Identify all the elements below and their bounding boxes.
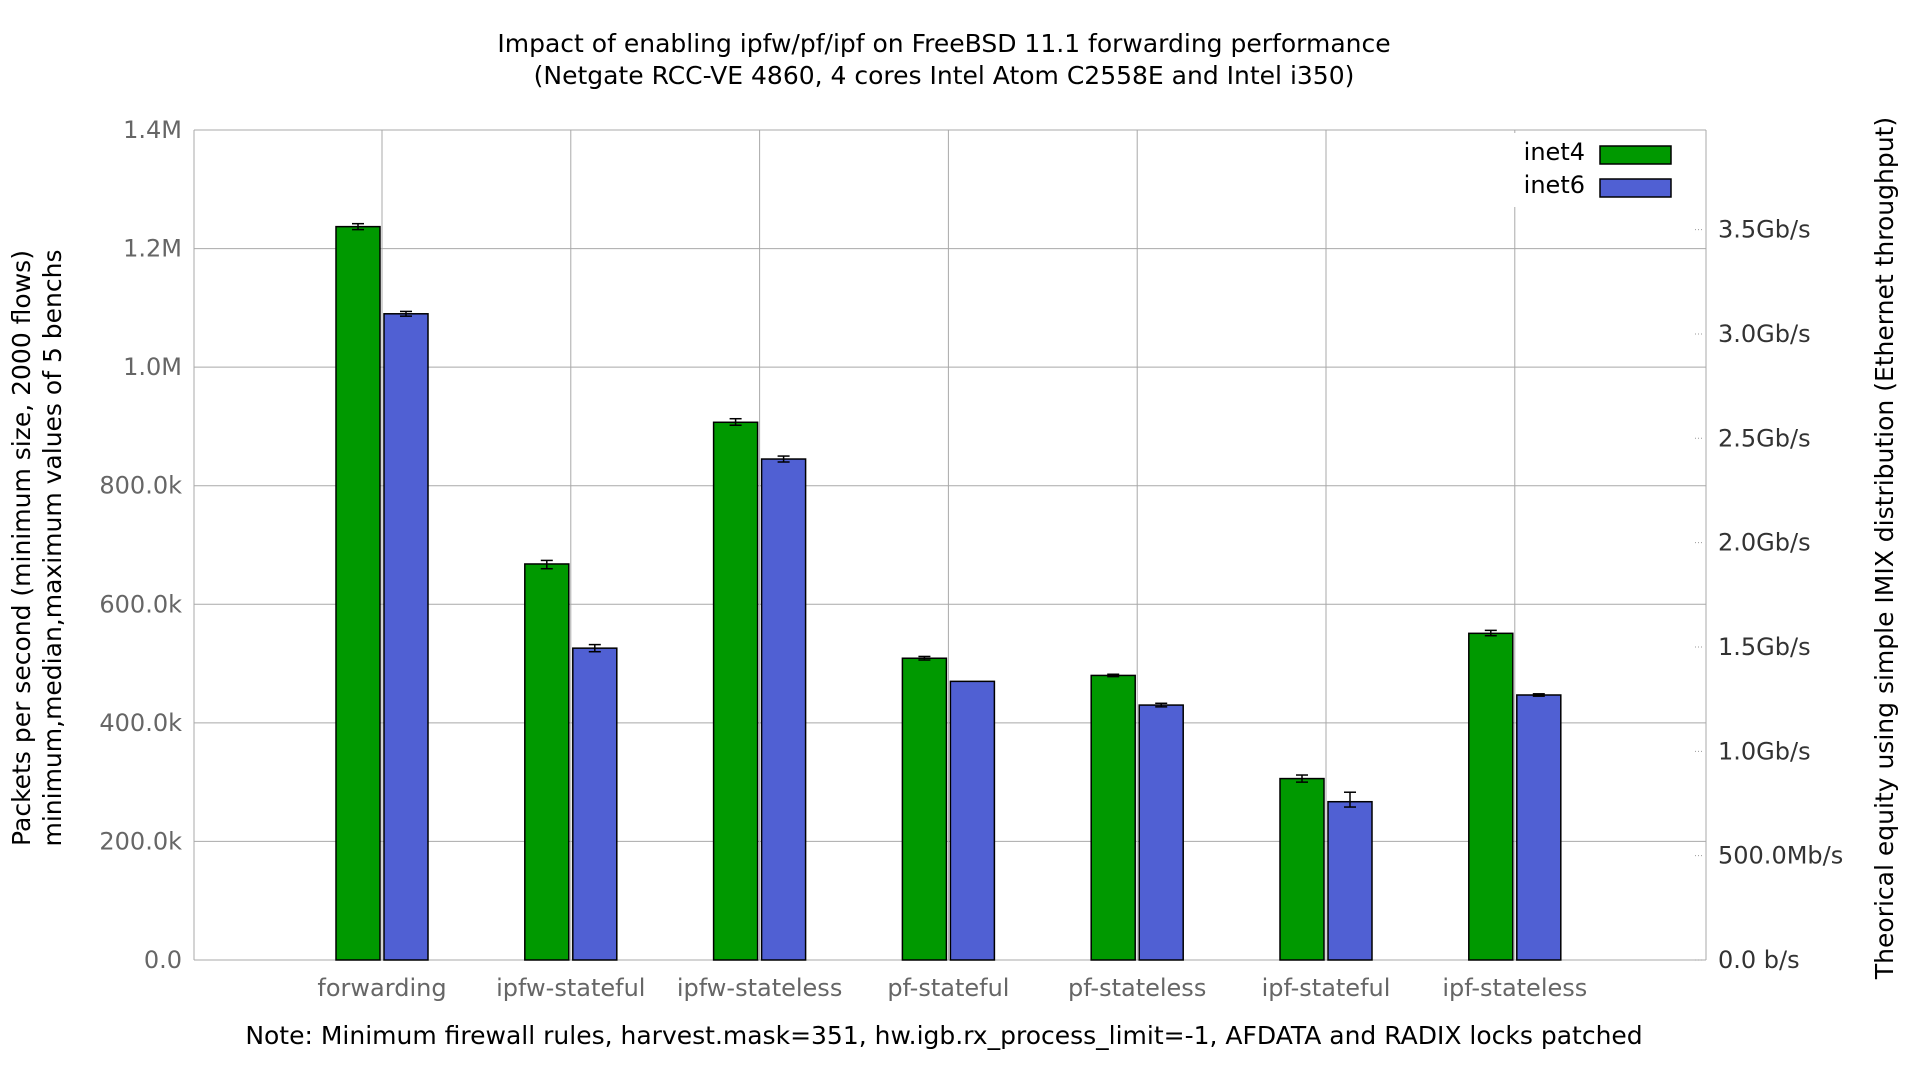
y2-tick-label: 2.5Gb/s [1718,424,1811,452]
bar-inet6 [1138,704,1184,961]
bar-inet4 [1090,674,1136,961]
y-tick-label: 1.4M [123,116,182,144]
x-tick-label: pf-stateless [1068,974,1206,1002]
bar-inet4 [1468,632,1514,961]
y-tick-label: 800.0k [99,472,182,500]
legend-swatch-inet6 [1599,178,1672,198]
chart-subtitle: (Netgate RCC-VE 4860, 4 cores Intel Atom… [534,61,1355,90]
legend: inet4 inet6 [1505,133,1687,207]
x-tick-label: ipfw-stateless [677,974,842,1002]
bar-inet4 [901,657,948,961]
x-axis-ticks: forwarding ipfw-stateful ipfw-stateless pf-… [317,974,1587,1002]
legend-label-inet4: inet4 [1524,138,1585,166]
bar-inet6 [383,313,429,961]
y-tick-label: 600.0k [99,590,182,618]
grid [193,129,1707,961]
bar-inet4 [712,421,759,961]
x-tick-label: ipf-stateless [1442,974,1587,1002]
bar-inet4 [524,563,570,961]
bar-inet6 [949,680,996,961]
y-axis-label: Packets per second (minimum size, 2000 f… [7,250,36,846]
bar-inet4 [335,225,381,961]
y2-tick-label: 500.0Mb/s [1718,842,1843,870]
y-tick-label: 1.2M [123,235,182,263]
x-tick-label: forwarding [317,974,446,1002]
bar-inet6 [1516,694,1562,961]
bar-inet6 [572,647,618,961]
legend-swatch-inet4 [1599,145,1672,165]
y-axis-ticks: 0.0 200.0k 400.0k 600.0k 800.0k 1.0M 1.2M 1.4M [99,116,182,974]
y2-tick-label: 1.0Gb/s [1718,737,1811,765]
y2-tick-label: 0.0 b/s [1718,946,1800,974]
chart-title: Impact of enabling ipfw/pf/ipf on FreeBS… [497,29,1390,58]
y-tick-label: 200.0k [99,827,182,855]
y2-axis-label: Theorical equity using simple IMIX distr… [1870,117,1899,980]
y2-axis-ticks: 0.0 b/s 500.0Mb/s 1.0Gb/s 1.5Gb/s 2.0Gb/s 2.5… [1695,216,1843,974]
chart-note: Note: Minimum firewall rules, harvest.ma… [245,1021,1642,1050]
x-tick-label: pf-stateful [887,974,1009,1002]
y2-tick-label: 2.0Gb/s [1718,529,1811,557]
bar-inet6 [760,458,807,961]
bar-inet6 [1327,800,1373,961]
y-tick-label: 400.0k [99,709,182,737]
bar-inet4 [1279,777,1325,961]
legend-label-inet6: inet6 [1524,171,1585,199]
x-tick-label: ipf-stateful [1262,974,1391,1002]
y-tick-label: 1.0M [123,353,182,381]
y2-tick-label: 1.5Gb/s [1718,633,1811,661]
y2-tick-label: 3.0Gb/s [1718,320,1811,348]
x-tick-label: ipfw-stateful [496,974,645,1002]
y-tick-label: 0.0 [144,946,182,974]
y2-tick-label: 3.5Gb/s [1718,216,1811,244]
y-axis-label-2: minimum,median,maximum values of 5 bench… [38,249,67,846]
bars [335,222,1562,961]
